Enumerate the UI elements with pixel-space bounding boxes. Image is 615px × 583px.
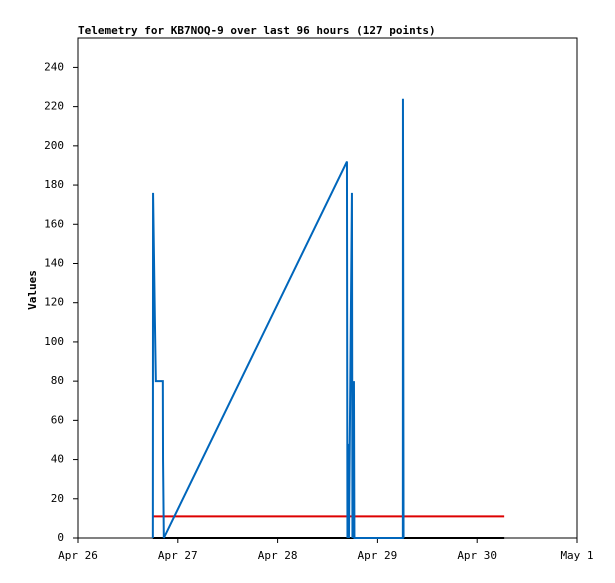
y-tick-label: 100 <box>44 335 64 348</box>
y-tick-label: 20 <box>51 492 64 505</box>
y-tick-label: 80 <box>51 374 64 387</box>
y-tick-label: 60 <box>51 413 64 426</box>
y-tick-label: 140 <box>44 256 64 269</box>
y-tick-label: 120 <box>44 296 64 309</box>
y-tick-label: 40 <box>51 453 64 466</box>
x-tick-label: Apr 30 <box>457 549 497 562</box>
x-tick-label: Apr 26 <box>58 549 98 562</box>
y-tick-label: 200 <box>44 139 64 152</box>
y-tick-label: 220 <box>44 100 64 113</box>
series-line <box>151 98 405 539</box>
y-tick-label: 160 <box>44 217 64 230</box>
y-axis-label: Values <box>26 270 39 310</box>
chart-title: Telemetry for KB7NOQ-9 over last 96 hour… <box>78 24 436 37</box>
x-tick-label: Apr 28 <box>258 549 298 562</box>
y-tick-label: 180 <box>44 178 64 191</box>
x-tick-label: May 1 <box>560 549 593 562</box>
x-tick-label: Apr 29 <box>358 549 398 562</box>
x-tick-label: Apr 27 <box>158 549 198 562</box>
y-tick-label: 240 <box>44 60 64 73</box>
y-tick-label: 0 <box>57 531 64 544</box>
